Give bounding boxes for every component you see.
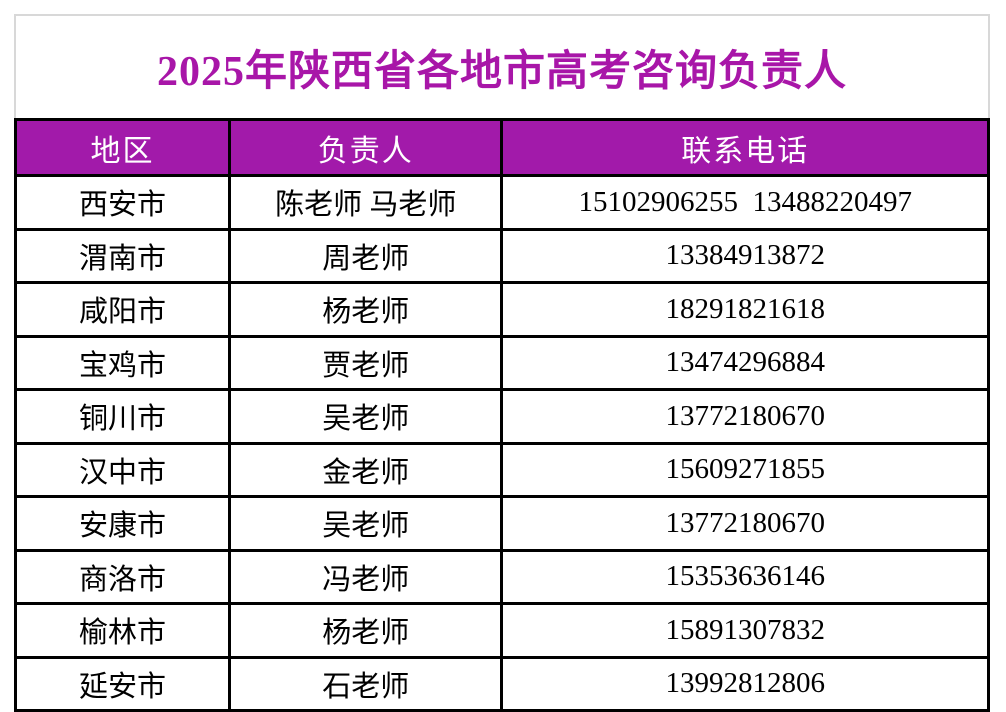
title-box: 2025年陕西省各地市高考咨询负责人: [14, 14, 990, 118]
table-row: 宝鸡市 贾老师 13474296884: [13, 334, 990, 391]
cell-phone: 15891307832: [500, 602, 990, 659]
cell-region: 安康市: [13, 495, 232, 552]
cell-phone: 13772180670: [500, 495, 990, 552]
cell-person: 杨老师: [228, 602, 504, 659]
cell-person: 石老师: [228, 655, 504, 712]
cell-person: 吴老师: [228, 388, 504, 445]
cell-region: 延安市: [13, 655, 232, 712]
cell-phone: 13384913872: [500, 227, 990, 284]
cell-phone: 13474296884: [500, 334, 990, 391]
table-row: 榆林市 杨老师 15891307832: [13, 602, 990, 659]
cell-region: 汉中市: [13, 441, 232, 498]
cell-region: 咸阳市: [13, 281, 232, 338]
cell-region: 榆林市: [13, 602, 232, 659]
sheet: 2025年陕西省各地市高考咨询负责人 地区 负责人 联系电话 西安市 陈老师 马老…: [13, 14, 990, 712]
table-row: 铜川市 吴老师 13772180670: [13, 388, 990, 445]
cell-region: 商洛市: [13, 548, 232, 605]
cell-person: 冯老师: [228, 548, 504, 605]
cell-person: 陈老师 马老师: [228, 174, 504, 231]
column-header-phone: 联系电话: [500, 118, 990, 177]
table-body: 西安市 陈老师 马老师 15102906255 13488220497 渭南市 周老师 1…: [13, 174, 990, 712]
cell-person: 贾老师: [228, 334, 504, 391]
page-title: 2025年陕西省各地市高考咨询负责人: [156, 48, 847, 95]
table-row: 渭南市 周老师 13384913872: [13, 227, 990, 284]
column-header-person: 负责人: [228, 118, 504, 177]
table-row: 安康市 吴老师 13772180670: [13, 495, 990, 552]
table-row: 商洛市 冯老师 15353636146: [13, 548, 990, 605]
cell-phone: 13772180670: [500, 388, 990, 445]
table-row: 汉中市 金老师 15609271855: [13, 441, 990, 498]
cell-person: 吴老师: [228, 495, 504, 552]
header-row: 地区 负责人 联系电话: [13, 118, 990, 177]
cell-phone: 18291821618: [500, 281, 990, 338]
table-header: 地区 负责人 联系电话: [13, 118, 990, 177]
cell-region: 铜川市: [13, 388, 232, 445]
table-row: 西安市 陈老师 马老师 15102906255 13488220497: [13, 174, 990, 231]
cell-region: 西安市: [13, 174, 232, 231]
cell-person: 周老师: [228, 227, 504, 284]
cell-region: 渭南市: [13, 227, 232, 284]
cell-phone: 13992812806: [500, 655, 990, 712]
cell-phone: 15353636146: [500, 548, 990, 605]
contact-table: 地区 负责人 联系电话 西安市 陈老师 马老师 15102906255 134882…: [13, 118, 990, 712]
column-header-region: 地区: [13, 118, 232, 177]
cell-person: 金老师: [228, 441, 504, 498]
table-row: 延安市 石老师 13992812806: [13, 655, 990, 712]
cell-region: 宝鸡市: [13, 334, 232, 391]
table-row: 咸阳市 杨老师 18291821618: [13, 281, 990, 338]
cell-phone: 15102906255 13488220497: [500, 174, 990, 231]
cell-phone: 15609271855: [500, 441, 990, 498]
cell-person: 杨老师: [228, 281, 504, 338]
